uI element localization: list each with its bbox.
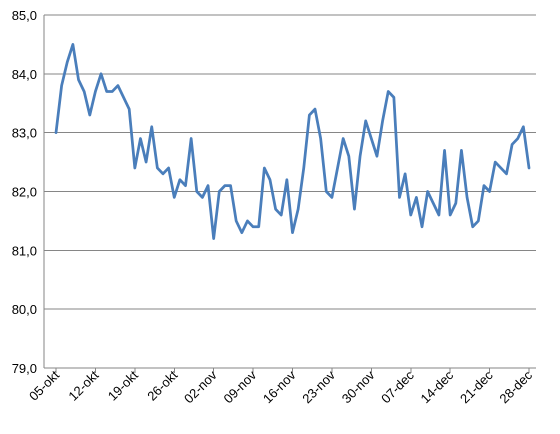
- x-tick-label: 12-okt: [65, 367, 101, 403]
- x-axis: [43, 15, 530, 373]
- y-tick-label: 79,0: [12, 361, 37, 376]
- y-axis-tick-labels: 79,0 80,0 81,0 82,0 83,0 84,0 85,0: [12, 8, 37, 376]
- x-tick-label: 16-nov: [260, 367, 299, 406]
- y-tick-label: 80,0: [12, 302, 37, 317]
- x-tick-label: 23-nov: [299, 367, 338, 406]
- x-tick-label: 26-okt: [144, 367, 180, 403]
- gridlines: [44, 14, 536, 369]
- x-tick-label: 21-dec: [457, 367, 496, 406]
- y-tick-label: 84,0: [12, 67, 37, 82]
- y-tick-label: 85,0: [12, 8, 37, 23]
- series-line: [54, 43, 531, 240]
- y-tick-label: 81,0: [12, 243, 37, 258]
- x-tick-label: 19-okt: [105, 367, 141, 403]
- x-tick-label: 30-nov: [339, 367, 378, 406]
- y-tick-label: 83,0: [12, 126, 37, 141]
- x-tick-label: 09-nov: [220, 367, 259, 406]
- x-tick-label: 02-nov: [181, 367, 220, 406]
- x-tick-label: 07-dec: [378, 367, 417, 406]
- y-tick-label: 82,0: [12, 185, 37, 200]
- x-tick-label: 28-dec: [496, 367, 535, 406]
- series-group: [54, 43, 531, 240]
- x-axis-tick-labels: 05-okt 12-okt 19-okt 26-okt 02-nov 09-nov 16-n…: [26, 367, 536, 406]
- x-tick-label: 14-dec: [418, 367, 457, 406]
